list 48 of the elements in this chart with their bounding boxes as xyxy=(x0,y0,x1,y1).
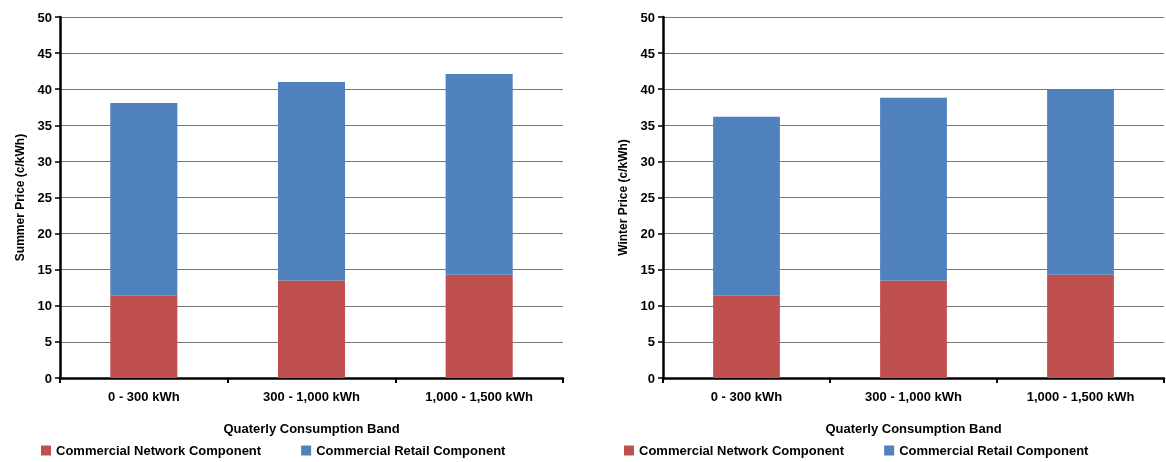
y-tick-label: 30 xyxy=(37,153,52,169)
bar xyxy=(880,280,947,378)
bar xyxy=(1047,274,1114,378)
y-tick-label: 35 xyxy=(640,117,655,133)
y-tick-label: 0 xyxy=(647,370,655,386)
legend-label: Commercial Network Component xyxy=(56,443,262,458)
y-tick-label: 30 xyxy=(640,153,655,169)
y-tick-label: 50 xyxy=(37,9,52,25)
bar xyxy=(445,274,513,378)
y-axis-title: Summer Price (c/kWh) xyxy=(13,133,27,262)
bar xyxy=(445,74,513,275)
bar xyxy=(110,295,178,378)
x-tick-label: 1,000 - 1,500 kWh xyxy=(425,389,534,404)
bar xyxy=(277,280,346,378)
y-tick-label: 15 xyxy=(640,262,655,278)
y-tick-label: 50 xyxy=(640,9,655,25)
y-tick-label: 0 xyxy=(44,370,52,386)
x-axis-title: Quaterly Consumption Band xyxy=(825,421,1002,436)
y-tick-label: 45 xyxy=(640,45,655,61)
y-tick-label: 40 xyxy=(37,81,52,97)
legend-label: Commercial Retail Component xyxy=(899,443,1090,458)
x-tick-label: 0 - 300 kWh xyxy=(108,389,180,404)
y-tick-label: 5 xyxy=(647,334,655,350)
bar xyxy=(110,102,178,296)
x-tick-label: 0 - 300 kWh xyxy=(710,389,783,404)
bar xyxy=(713,116,780,296)
x-tick-label: 300 - 1,000 kWh xyxy=(865,389,962,404)
bar xyxy=(1047,89,1114,275)
y-tick-label: 25 xyxy=(37,190,52,205)
y-tick-label: 25 xyxy=(640,190,655,205)
x-tick-label: 300 - 1,000 kWh xyxy=(263,389,360,404)
y-tick-label: 20 xyxy=(37,226,52,242)
x-axis-title: Quaterly Consumption Band xyxy=(223,421,400,436)
bar xyxy=(277,81,346,281)
bar xyxy=(713,295,780,378)
x-tick-label: 1,000 - 1,500 kWh xyxy=(1026,389,1135,404)
y-tick-label: 35 xyxy=(37,117,52,133)
y-axis-title: Winter Price (c/kWh) xyxy=(616,139,630,256)
bar xyxy=(880,97,947,281)
y-tick-label: 10 xyxy=(640,298,655,314)
y-tick-label: 45 xyxy=(37,45,52,61)
legend-label: Commercial Retail Component xyxy=(316,443,507,458)
y-tick-label: 15 xyxy=(37,262,52,278)
y-tick-label: 5 xyxy=(44,334,52,350)
y-tick-label: 10 xyxy=(37,298,52,314)
legend-label: Commercial Network Component xyxy=(639,443,845,458)
y-tick-label: 20 xyxy=(640,226,655,242)
y-tick-label: 40 xyxy=(640,81,655,97)
